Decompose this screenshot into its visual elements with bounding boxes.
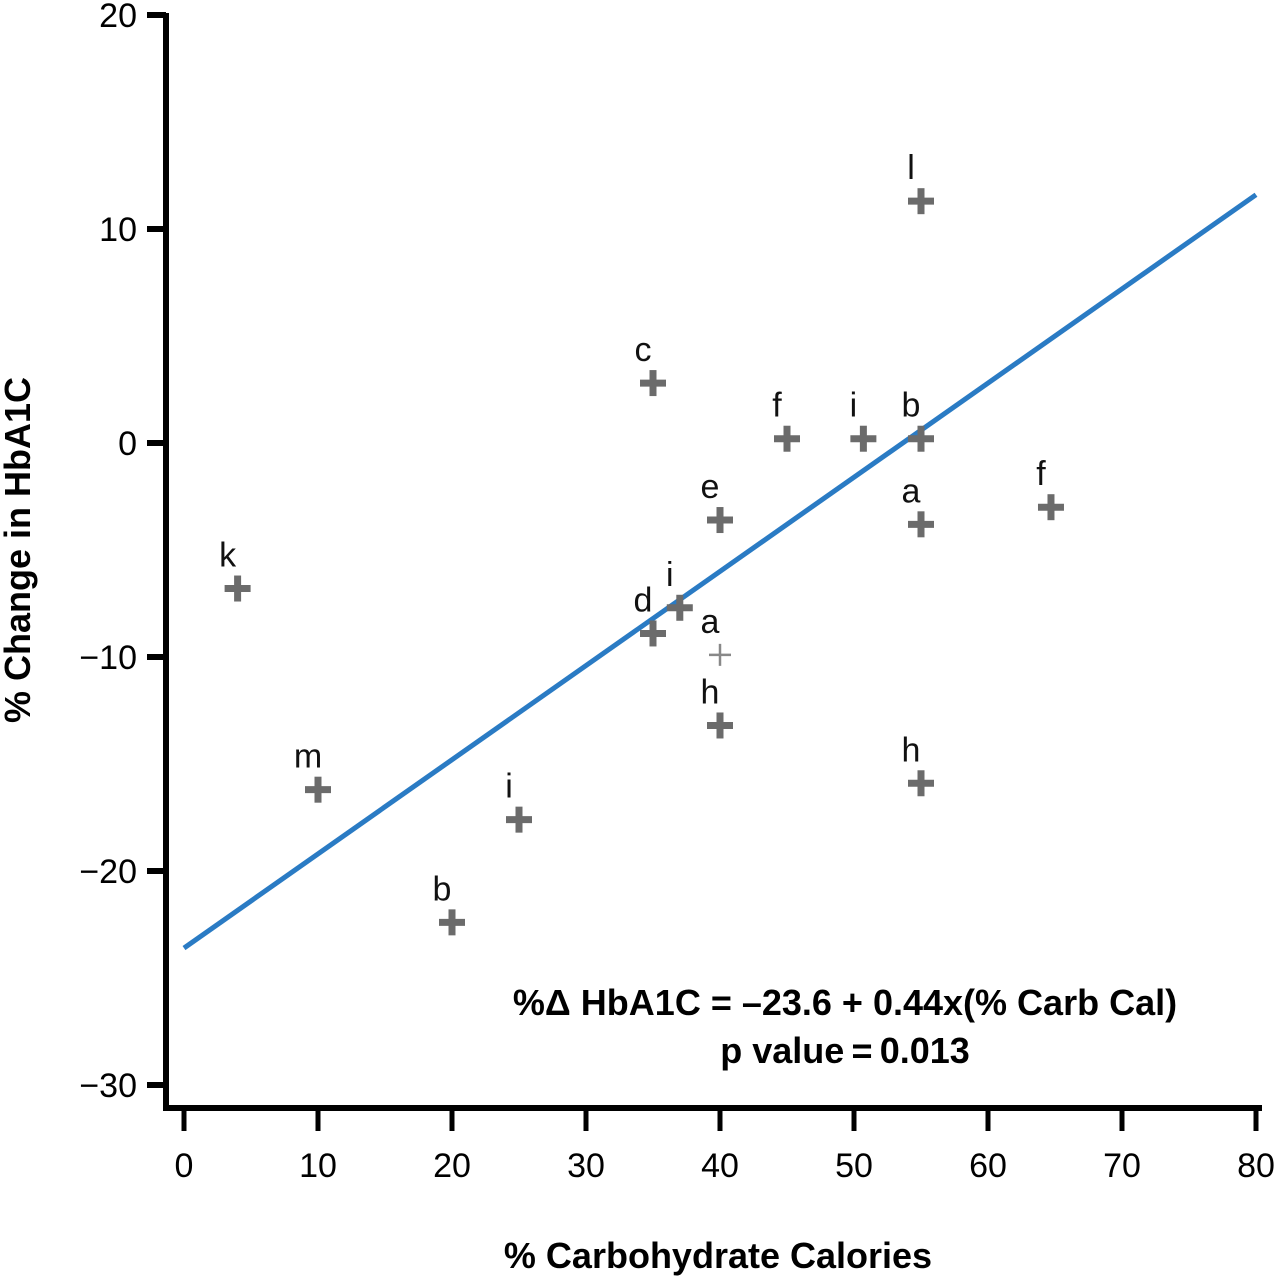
data-point: b xyxy=(433,870,465,936)
data-point: h xyxy=(902,731,934,797)
data-point: a xyxy=(701,603,731,666)
point-label: f xyxy=(1036,455,1046,493)
point-label: i xyxy=(505,768,513,806)
y-axis-title: % Change in HbA1C xyxy=(0,377,38,723)
data-point: b xyxy=(902,387,934,452)
y-tick-label: −10 xyxy=(79,639,137,677)
p-value: p value = 0.013 xyxy=(720,1030,970,1071)
x-tick-label: 60 xyxy=(969,1147,1007,1185)
data-point: f xyxy=(1036,455,1064,521)
x-tick-label: 0 xyxy=(175,1147,194,1185)
data-point: d xyxy=(634,581,666,647)
y-tick-label: 10 xyxy=(99,211,137,249)
data-point: c xyxy=(635,331,666,397)
point-label: i xyxy=(850,387,858,425)
data-point: k xyxy=(219,537,251,602)
y-tick-label: 0 xyxy=(118,425,137,463)
data-point: f xyxy=(772,387,800,452)
point-label: f xyxy=(772,387,782,425)
point-label: d xyxy=(634,581,653,619)
data-point: m xyxy=(294,738,331,803)
point-label: e xyxy=(701,468,720,506)
regression-line xyxy=(182,192,1258,951)
data-point: l xyxy=(907,149,934,215)
regression-equation: %Δ HbA1C = –23.6 + 0.44x(% Carb Cal) xyxy=(513,982,1177,1023)
x-tick-label: 70 xyxy=(1103,1147,1141,1185)
y-ticks: 20 10 0 −10 −20 −30 xyxy=(79,0,166,1105)
axes xyxy=(163,13,1262,1111)
point-label: m xyxy=(294,738,322,776)
x-tick-label: 20 xyxy=(433,1147,471,1185)
y-tick-label: −30 xyxy=(79,1067,137,1105)
data-point: a xyxy=(902,472,934,538)
point-label: b xyxy=(902,387,921,425)
point-label: c xyxy=(635,331,652,369)
x-tick-label: 30 xyxy=(567,1147,605,1185)
data-point: i xyxy=(666,556,693,621)
data-point: i xyxy=(505,768,532,833)
x-tick-label: 40 xyxy=(701,1147,739,1185)
point-label: l xyxy=(907,149,915,187)
data-point: i xyxy=(850,387,877,452)
point-label: k xyxy=(219,537,237,575)
point-label: h xyxy=(701,673,720,711)
point-label: a xyxy=(902,472,921,510)
point-label: b xyxy=(433,870,452,908)
y-tick-label: 20 xyxy=(99,0,137,35)
point-label: i xyxy=(666,556,674,594)
point-label: h xyxy=(902,731,921,769)
point-label: a xyxy=(701,603,720,641)
x-tick-label: 80 xyxy=(1237,1147,1275,1185)
y-tick-label: −20 xyxy=(79,853,137,891)
data-point: e xyxy=(701,468,733,534)
x-tick-label: 10 xyxy=(299,1147,337,1185)
x-tick-label: 50 xyxy=(835,1147,873,1185)
x-axis-title: % Carbohydrate Calories xyxy=(504,1235,932,1276)
data-point: h xyxy=(701,673,733,739)
x-ticks: 0 10 20 30 40 50 60 70 80 xyxy=(175,1108,1275,1185)
